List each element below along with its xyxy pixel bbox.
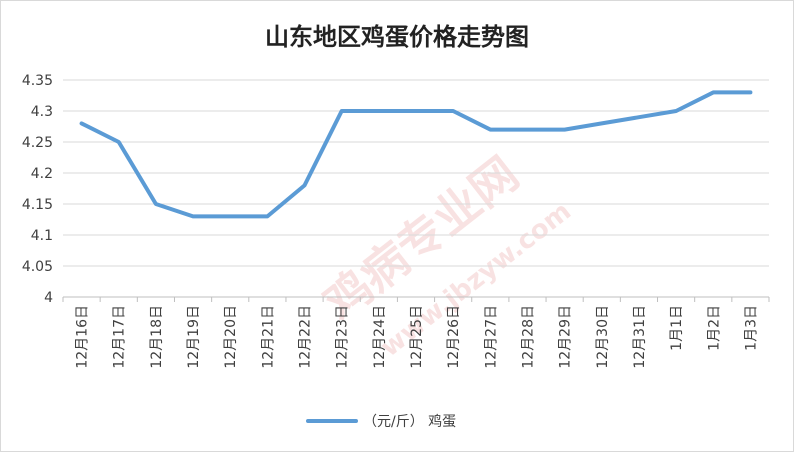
legend-label-egg: （元/斤） 鸡蛋 (363, 413, 456, 430)
y-tick-label: 4 (44, 290, 53, 306)
x-tick-label: 12月28日 (520, 305, 536, 369)
x-tick-label: 12月26日 (446, 305, 462, 369)
x-tick-label: 1月2日 (706, 305, 722, 351)
x-tick-label: 12月24日 (372, 305, 388, 369)
x-axis: 12月16日 12月17日 12月18日 12月19日 12月20日 12月21日 12月2… (62, 297, 770, 369)
series-layer (79, 90, 753, 219)
series-line-egg (79, 90, 753, 219)
x-tick-label: 12月19日 (186, 305, 202, 369)
x-tick-label: 12月21日 (260, 305, 276, 369)
chart-title: 山东地区鸡蛋价格走势图 (265, 22, 529, 51)
x-tick-label: 12月17日 (112, 305, 128, 369)
y-tick-label: 4.3 (31, 104, 53, 120)
y-tick-label: 4.35 (22, 73, 53, 89)
x-tick-label: 12月31日 (632, 305, 648, 369)
x-tick-label: 12月18日 (149, 305, 165, 369)
x-tick-label: 12月27日 (483, 305, 499, 369)
y-tick-label: 4.05 (22, 259, 53, 275)
legend: （元/斤） 鸡蛋 (306, 413, 456, 430)
x-tick-label: 12月16日 (75, 305, 91, 369)
x-tick-label: 1月3日 (743, 305, 759, 351)
x-tick-label: 12月25日 (409, 305, 425, 369)
x-tick-label: 12月29日 (558, 305, 574, 369)
y-axis: 4 4.05 4.1 4.15 4.2 4.25 4.3 4.35 (22, 73, 53, 306)
x-tick-label: 12月30日 (595, 305, 611, 369)
x-tick-label: 12月20日 (223, 305, 239, 369)
y-tick-label: 4.25 (22, 135, 53, 151)
y-tick-label: 4.1 (31, 228, 53, 244)
x-tick-label: 1月1日 (669, 305, 685, 351)
x-tick-label: 12月23日 (335, 305, 351, 369)
y-tick-label: 4.15 (22, 197, 53, 213)
y-tick-label: 4.2 (31, 166, 53, 182)
x-tick-label: 12月22日 (298, 305, 314, 369)
